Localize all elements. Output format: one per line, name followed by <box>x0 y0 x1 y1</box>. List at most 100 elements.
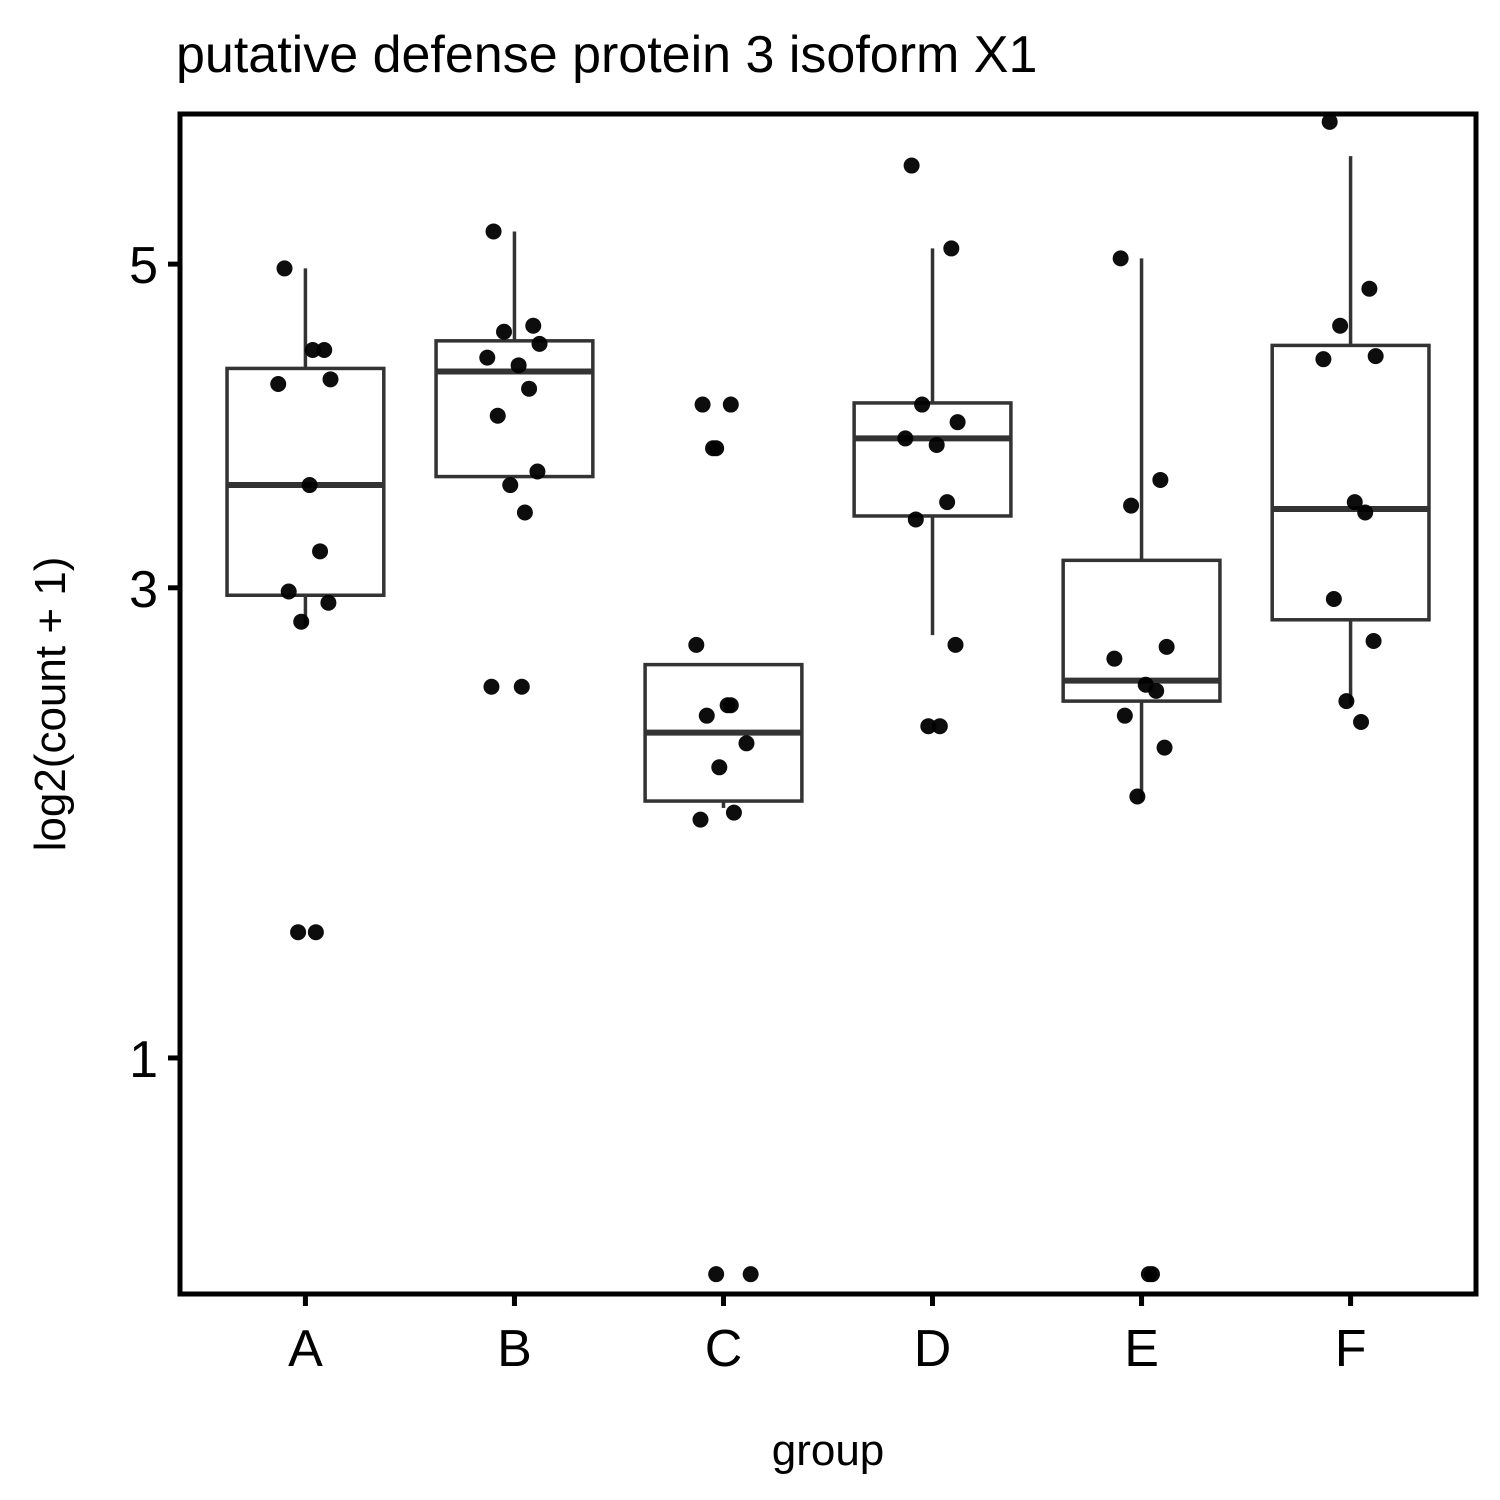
data-point <box>1112 250 1129 267</box>
points-E <box>1106 250 1175 1283</box>
y-axis: 1 3 5 <box>129 237 180 1089</box>
data-point <box>1129 788 1146 805</box>
plot-panel-border <box>177 111 1479 1297</box>
data-point <box>920 718 937 735</box>
data-point <box>270 376 287 393</box>
y-tick-label: 3 <box>129 561 158 619</box>
x-tick-label: C <box>705 1320 743 1378</box>
x-tick-label: B <box>497 1320 532 1378</box>
data-point <box>947 636 964 653</box>
data-point <box>1357 504 1374 521</box>
points-C <box>688 396 759 1283</box>
data-point <box>903 157 920 174</box>
data-point <box>489 407 506 424</box>
data-point <box>907 511 924 528</box>
data-point <box>513 678 530 695</box>
data-point <box>1321 113 1338 130</box>
data-point <box>949 414 966 431</box>
data-point <box>1365 632 1382 649</box>
data-point <box>711 759 728 776</box>
data-point <box>322 371 339 388</box>
data-point <box>1332 317 1349 334</box>
data-point <box>708 1266 725 1283</box>
box-iqr <box>852 401 1013 518</box>
x-axis: A B C D E F <box>288 1294 1366 1378</box>
data-point <box>1156 739 1173 756</box>
data-point <box>290 924 307 941</box>
data-point <box>1158 638 1175 655</box>
x-tick-label: A <box>288 1320 323 1378</box>
data-point <box>1152 471 1169 488</box>
data-point <box>529 463 546 480</box>
data-point <box>1106 650 1123 667</box>
data-point <box>516 504 533 521</box>
data-point <box>1315 351 1332 368</box>
x-tick-label: F <box>1335 1320 1367 1378</box>
data-point <box>722 396 739 413</box>
data-point <box>698 707 715 724</box>
data-point <box>531 335 548 352</box>
y-tick-label: 1 <box>129 1031 158 1089</box>
data-point <box>301 477 318 494</box>
data-point <box>510 357 527 374</box>
data-point <box>1123 497 1140 514</box>
data-point <box>725 804 742 821</box>
data-point <box>943 240 960 257</box>
data-point <box>1140 1266 1157 1283</box>
box-D <box>852 248 1013 636</box>
data-point <box>914 396 931 413</box>
data-point <box>483 678 500 695</box>
data-point <box>1116 707 1133 724</box>
data-point <box>485 223 502 240</box>
data-point <box>280 583 297 600</box>
data-point <box>1325 590 1342 607</box>
data-point <box>738 735 755 752</box>
data-point <box>320 594 337 611</box>
data-point <box>897 430 914 447</box>
box-C <box>643 662 804 808</box>
data-point <box>1367 348 1384 365</box>
data-point <box>1148 682 1165 699</box>
data-point <box>479 349 496 366</box>
data-point <box>708 440 725 457</box>
data-point <box>293 613 310 630</box>
points-F <box>1315 113 1384 730</box>
data-point <box>722 697 739 714</box>
plot-layer <box>225 113 1431 1283</box>
data-point <box>307 924 324 941</box>
box-iqr <box>1061 558 1222 703</box>
x-axis-title: group <box>772 1426 885 1475</box>
data-point <box>688 636 705 653</box>
y-tick-label: 5 <box>129 237 158 295</box>
box-E <box>1061 258 1222 802</box>
data-point <box>496 323 512 340</box>
box-B <box>434 231 595 479</box>
data-point <box>928 436 945 453</box>
data-point <box>304 341 321 358</box>
box-F <box>1270 156 1431 706</box>
data-point <box>1353 713 1370 730</box>
points-D <box>897 157 966 735</box>
data-point <box>316 341 333 358</box>
box-A <box>225 268 386 626</box>
data-point <box>939 494 956 511</box>
box-iqr <box>1270 343 1431 622</box>
data-point <box>1346 494 1363 511</box>
y-axis-title: log2(count + 1) <box>26 557 75 852</box>
x-tick-label: D <box>914 1320 952 1378</box>
points-B <box>479 223 548 695</box>
x-tick-label: E <box>1124 1320 1159 1378</box>
data-point <box>1338 693 1355 710</box>
data-point <box>521 380 538 397</box>
data-point <box>742 1266 759 1283</box>
points-A <box>270 260 339 941</box>
data-point <box>692 811 709 828</box>
data-point <box>694 396 711 413</box>
data-point <box>502 477 519 494</box>
data-point <box>525 317 542 334</box>
chart-title: putative defense protein 3 isoform X1 <box>176 26 1037 84</box>
data-point <box>312 543 329 560</box>
data-point <box>931 718 948 735</box>
data-point <box>276 260 293 277</box>
